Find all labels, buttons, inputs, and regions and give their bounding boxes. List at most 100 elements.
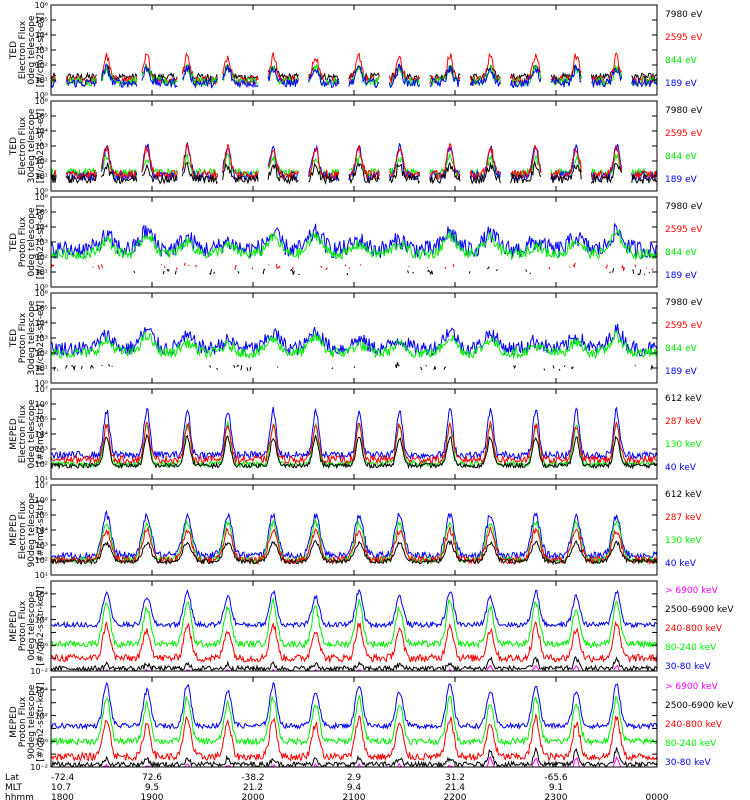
panel-6-ytick: 10⁷ xyxy=(35,481,48,490)
panel-4-ytick: 10⁶ xyxy=(35,289,48,298)
x-axis-row-label: Lat xyxy=(5,773,20,783)
x-axis-table: Lat -72.4 72.6 -38.2 2.9 31.2 -65.6 MLT 10.7 9.5 2… xyxy=(5,773,669,800)
panel-2-series-4 xyxy=(51,160,657,186)
panel-3-series-4 xyxy=(51,228,657,261)
panel-7-legend-2: 2500-6900 keV xyxy=(665,605,734,615)
panel-8-series-1 xyxy=(51,681,657,731)
panel-8-ytick: 10² xyxy=(35,712,48,721)
panel-8-legend-4: 80-240 keV xyxy=(665,739,717,749)
x-axis-tick: -72.4 xyxy=(51,773,75,783)
x-axis-tick: 2200 xyxy=(444,793,467,800)
panel-4-series-1 xyxy=(54,362,657,371)
panel-3-ytick: 10² xyxy=(35,253,48,262)
panel-2-ytick: 10⁶ xyxy=(35,97,48,106)
panel-5-series-3 xyxy=(51,421,657,466)
x-axis-tick: 2300 xyxy=(545,793,568,800)
panel-4: 10⁰ 10¹ 10² 10³ 10⁴ 10⁵ 10⁶ TEDProton Flux30deg… xyxy=(9,289,703,388)
panel-3-series-2 xyxy=(51,262,654,272)
panel-4-ytick: 10⁰ xyxy=(35,379,48,388)
panel-6-ytick: 10³ xyxy=(35,541,48,550)
panel-8-ylabel: MEPEDProton Flux90deg telescope[#/cm2-s-… xyxy=(9,682,46,761)
panel-5-series-4 xyxy=(51,433,657,470)
panel-5-ytick: 10² xyxy=(35,460,48,469)
panel-2-ytick: 10⁴ xyxy=(35,127,48,136)
panel-7-series-1 xyxy=(51,588,657,629)
panel-5-legend-4: 40 keV xyxy=(665,463,697,473)
panel-7-legend-3: 240-800 keV xyxy=(665,624,723,634)
panel-2: 10⁰ 10¹ 10² 10³ 10⁴ 10⁵ 10⁶ TEDElectron Flux30d… xyxy=(9,97,703,196)
panel-3-ylabel: TEDProton Flux0deg telescope[#/cm2-s-str… xyxy=(9,205,46,280)
panel-5: 10¹ 10² 10³ 10⁴ 10⁵ 10⁶ 10⁷ MEPEDElectron Flux0… xyxy=(9,385,702,484)
panel-2-legend-4: 189 eV xyxy=(665,175,698,185)
panel-2-ytick: 10² xyxy=(35,157,48,166)
panel-4-ytick: 10³ xyxy=(35,334,48,343)
panel-2-legend-2: 2595 eV xyxy=(665,129,703,139)
panel-5-ytick: 10¹ xyxy=(35,475,48,484)
panel-7-series-3 xyxy=(51,620,657,664)
panel-4-ylabel: TEDProton Flux30deg telescope[#/cm2-s-st… xyxy=(9,300,46,375)
panel-6-legend-2: 287 keV xyxy=(665,513,702,523)
panel-6: 10¹ 10² 10³ 10⁴ 10⁵ 10⁶ 10⁷ MEPEDElectron Flux9… xyxy=(9,481,702,580)
panel-6-series-2 xyxy=(51,519,657,565)
x-axis-tick: 9.1 xyxy=(549,783,563,793)
panel-6-legend-3: 130 keV xyxy=(665,536,702,546)
panel-1-legend-1: 7980 eV xyxy=(665,10,703,20)
panel-6-series-4 xyxy=(51,539,657,566)
panel-3-series-1 xyxy=(134,267,655,275)
x-axis-tick: 21.4 xyxy=(445,783,465,793)
x-axis-tick: 31.2 xyxy=(445,773,465,783)
panel-7-ylabel: MEPEDProton Flux0deg telescope[#/cm2-s-s… xyxy=(9,586,46,665)
panel-3-legend-4: 189 eV xyxy=(665,271,698,281)
panel-8-series-3 xyxy=(51,713,657,763)
panel-1-ytick: 10¹ xyxy=(35,76,48,85)
panel-6-ytick: 10⁶ xyxy=(35,496,48,505)
panel-5-ytick: 10⁷ xyxy=(35,385,48,394)
panel-2-ytick: 10⁵ xyxy=(35,112,48,121)
x-axis-tick: 10.7 xyxy=(51,783,71,793)
panel-7-legend-4: 80-240 keV xyxy=(665,643,717,653)
panel-7-series-2 xyxy=(51,597,657,649)
panel-1-legend-4: 189 eV xyxy=(665,79,698,89)
panel-3-ytick: 10⁶ xyxy=(35,193,48,202)
panel-6-ytick: 10¹ xyxy=(35,571,48,580)
x-axis-tick: 0000 xyxy=(646,793,669,800)
panel-4-legend-4: 189 eV xyxy=(665,367,698,377)
panel-1-legend-3: 844 eV xyxy=(665,56,698,66)
panel-6-series-3 xyxy=(51,526,657,566)
panel-8-ytick: 10⁴ xyxy=(35,686,48,695)
panel-8-legend-3: 240-800 keV xyxy=(665,720,723,730)
panel-4-legend-2: 2595 eV xyxy=(665,321,703,331)
panel-7-ytick: 10² xyxy=(35,616,48,625)
panel-8-legend-2: 2500-6900 keV xyxy=(665,701,734,711)
panel-5-ytick: 10⁵ xyxy=(35,415,48,424)
panel-1-ytick: 10⁵ xyxy=(35,16,48,25)
x-axis-tick: 21.2 xyxy=(243,783,263,793)
panel-6-legend-4: 40 keV xyxy=(665,559,697,569)
panel-6-legend-1: 612 keV xyxy=(665,490,702,500)
x-axis-tick: 9.4 xyxy=(347,783,362,793)
panel-6-series-1 xyxy=(51,510,657,561)
panel-3-ytick: 10³ xyxy=(35,238,48,247)
panel-4-legend-1: 7980 eV xyxy=(665,298,703,308)
panel-7-legend-5: 30-80 keV xyxy=(665,662,711,672)
x-axis-tick: 2.9 xyxy=(347,773,362,783)
panel-2-ylabel: TEDElectron Flux30deg telescope[#/cm2-s-… xyxy=(9,108,46,183)
panel-3-legend-2: 2595 eV xyxy=(665,225,703,235)
panel-1-legend-2: 2595 eV xyxy=(665,33,703,43)
panel-1-ytick: 10³ xyxy=(35,46,48,55)
panel-6-ytick: 10² xyxy=(35,556,48,565)
panel-3-ytick: 10⁵ xyxy=(35,208,48,217)
panel-2-ytick: 10¹ xyxy=(35,172,48,181)
panel-8-ytick: 10⁰ xyxy=(35,737,48,746)
panel-6-ylabel: MEPEDElectron Flux90deg telescope[#/cm2-… xyxy=(9,492,46,567)
x-axis-tick: 1800 xyxy=(51,793,74,800)
panel-1-ytick: 10² xyxy=(35,61,48,70)
panel-4-series-3 xyxy=(51,330,657,360)
panel-5-ytick: 10³ xyxy=(35,445,48,454)
panel-7-ytick: 10⁻² xyxy=(30,667,48,676)
panel-8-series-2 xyxy=(51,694,657,746)
panel-5-legend-2: 287 keV xyxy=(665,417,702,427)
panel-5-ytick: 10⁶ xyxy=(35,400,48,409)
